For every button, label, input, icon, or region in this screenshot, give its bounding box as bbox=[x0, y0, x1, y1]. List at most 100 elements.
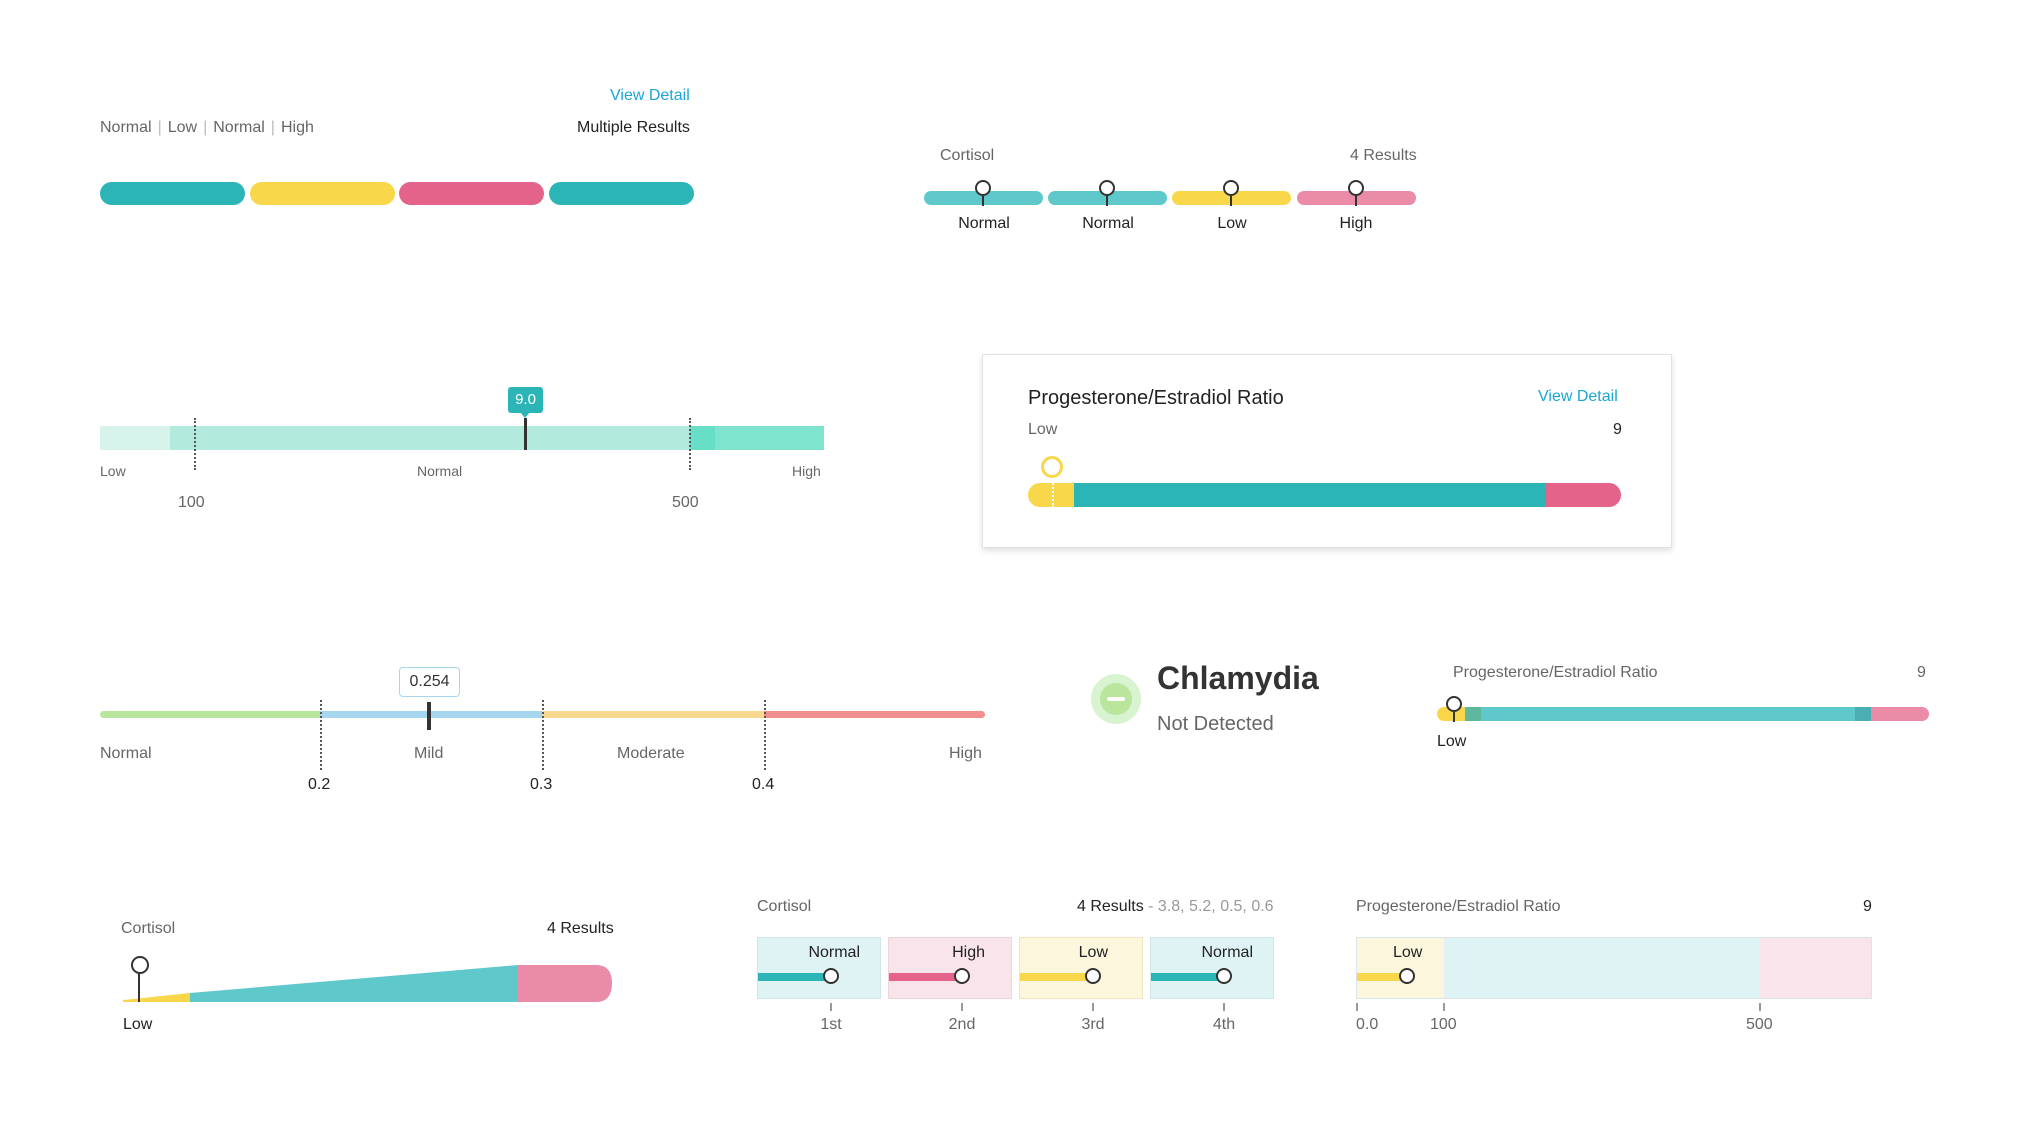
range-high-zone bbox=[715, 426, 824, 450]
minus-circle-icon bbox=[1091, 674, 1141, 724]
multiple-results-label: Multiple Results bbox=[577, 119, 690, 136]
zone-divider bbox=[542, 700, 544, 770]
marker-stem bbox=[982, 196, 984, 206]
widget-title: Cortisol bbox=[940, 147, 995, 164]
segment-low bbox=[250, 182, 395, 205]
status-label: Low bbox=[123, 1016, 153, 1033]
zone-tick-label: 0.2 bbox=[308, 776, 331, 793]
wedge-normal-zone bbox=[190, 965, 518, 1002]
segment-high bbox=[399, 182, 544, 205]
ordinal-label: 3rd bbox=[1081, 1016, 1105, 1033]
zone-normal bbox=[100, 711, 320, 718]
axis-tick bbox=[1092, 1003, 1094, 1011]
view-detail-link[interactable]: View Detail bbox=[610, 87, 690, 104]
zone-mild bbox=[320, 711, 542, 718]
status-label: Low bbox=[1393, 944, 1423, 961]
result-marker[interactable] bbox=[1099, 180, 1115, 196]
value-marker bbox=[1085, 968, 1101, 984]
zone-moderate bbox=[542, 711, 764, 718]
range-bar bbox=[1028, 483, 1621, 507]
results-summary: 4 Results - 3.8, 5.2, 0.5, 0.6 bbox=[1077, 898, 1274, 916]
value-marker bbox=[954, 968, 970, 984]
segment-normal bbox=[549, 182, 694, 205]
axis-tick bbox=[830, 1003, 832, 1011]
value-marker[interactable] bbox=[131, 956, 149, 974]
zone-tick-label: 0.3 bbox=[530, 776, 553, 793]
view-detail-link[interactable]: View Detail bbox=[1538, 388, 1618, 405]
result-value: 9 bbox=[1613, 421, 1622, 438]
range-boundary-zone bbox=[690, 426, 715, 450]
range-high-zone bbox=[1546, 483, 1621, 507]
range-normal-zone bbox=[1074, 483, 1546, 507]
axis-tick bbox=[1223, 1003, 1225, 1011]
segment-normal bbox=[100, 182, 245, 205]
widget-title: Progesterone/Estradiol Ratio bbox=[1356, 898, 1561, 915]
result-box[interactable]: Normal bbox=[757, 937, 881, 999]
marker-stem bbox=[138, 972, 140, 1002]
value-marker[interactable] bbox=[1399, 968, 1415, 984]
marker-stem bbox=[1453, 712, 1455, 722]
axis-tick bbox=[1443, 1003, 1445, 1011]
range-divider bbox=[194, 418, 196, 470]
status-label: Low bbox=[1437, 733, 1467, 750]
results-count: 4 Results bbox=[1350, 147, 1417, 164]
result-label: Normal bbox=[1201, 944, 1253, 961]
zone-label: High bbox=[949, 745, 982, 762]
result-box[interactable]: High bbox=[888, 937, 1012, 999]
result-labels-row: Normal | Low | Normal | High bbox=[100, 119, 314, 136]
results-values: - 3.8, 5.2, 0.5, 0.6 bbox=[1143, 898, 1274, 915]
ordinal-label: 4th bbox=[1212, 1016, 1236, 1033]
result-label: Normal bbox=[958, 215, 1010, 232]
wedge-low-zone bbox=[123, 993, 190, 1002]
zone-low bbox=[1357, 938, 1444, 998]
range-tick-label: 500 bbox=[672, 494, 699, 511]
range-bar bbox=[1437, 707, 1929, 721]
result-label: Low bbox=[167, 119, 198, 136]
result-marker[interactable] bbox=[975, 180, 991, 196]
ordinal-label: 2nd bbox=[948, 1016, 976, 1033]
range-divider bbox=[689, 418, 691, 470]
result-marker[interactable] bbox=[1223, 180, 1239, 196]
range-label-normal: Normal bbox=[417, 463, 463, 479]
result-box[interactable]: Low bbox=[1019, 937, 1143, 999]
widget-title: Progesterone/Estradiol Ratio bbox=[1453, 664, 1658, 681]
range-label-low: Low bbox=[100, 463, 126, 479]
range-normal-zone bbox=[170, 426, 690, 450]
result-fill bbox=[758, 973, 832, 981]
axis-tick bbox=[1356, 1003, 1358, 1011]
range-low-zone bbox=[1028, 483, 1074, 507]
axis-tick-label: 100 bbox=[1430, 1016, 1457, 1033]
marker-stem bbox=[1230, 196, 1232, 206]
axis-tick bbox=[1759, 1003, 1761, 1011]
axis-tick-label: 0.0 bbox=[1356, 1016, 1379, 1033]
result-label: High bbox=[1339, 215, 1373, 232]
progesterone-card: Progesterone/Estradiol Ratio View Detail… bbox=[982, 354, 1672, 548]
result-box[interactable]: Normal bbox=[1150, 937, 1274, 999]
result-fill bbox=[889, 973, 963, 981]
zone-divider bbox=[320, 700, 322, 770]
card-title: Progesterone/Estradiol Ratio bbox=[1028, 387, 1284, 409]
marker-stem bbox=[1106, 196, 1108, 206]
result-label: Normal bbox=[100, 119, 152, 136]
value-marker[interactable] bbox=[1446, 696, 1462, 712]
badge-pointer bbox=[520, 412, 530, 418]
result-fill bbox=[1020, 973, 1094, 981]
zone-label: Moderate bbox=[617, 745, 685, 762]
value-marker[interactable] bbox=[1041, 456, 1063, 478]
result-label: Low bbox=[1078, 944, 1108, 961]
axis-tick bbox=[961, 1003, 963, 1011]
value-dotline bbox=[1052, 468, 1054, 508]
value-fill bbox=[1357, 973, 1401, 981]
result-value: 9 bbox=[1917, 664, 1926, 681]
widget-title: Cortisol bbox=[121, 920, 176, 937]
range-tick-label: 100 bbox=[178, 494, 205, 511]
result-label: High bbox=[280, 119, 314, 136]
axis-tick-label: 500 bbox=[1746, 1016, 1773, 1033]
zone-high bbox=[764, 711, 985, 718]
result-value: 9 bbox=[1863, 898, 1872, 915]
value-badge: 0.254 bbox=[399, 667, 460, 697]
results-count: 4 Results bbox=[1077, 898, 1144, 915]
result-marker[interactable] bbox=[1348, 180, 1364, 196]
test-name: Chlamydia bbox=[1157, 660, 1319, 696]
result-label: Normal bbox=[213, 119, 265, 136]
